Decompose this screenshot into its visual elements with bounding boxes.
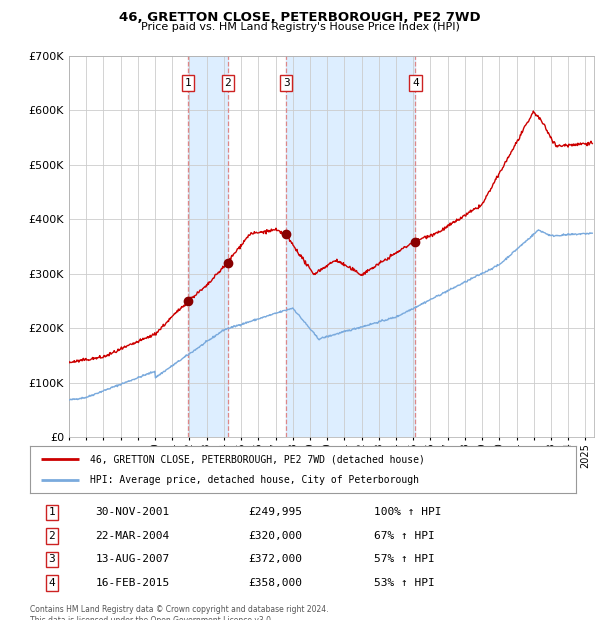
Bar xyxy=(286,56,415,437)
Text: 30-NOV-2001: 30-NOV-2001 xyxy=(95,507,170,518)
Text: 13-AUG-2007: 13-AUG-2007 xyxy=(95,554,170,564)
Text: 53% ↑ HPI: 53% ↑ HPI xyxy=(374,578,435,588)
Text: 1: 1 xyxy=(185,78,191,88)
Text: 2: 2 xyxy=(224,78,231,88)
Text: 3: 3 xyxy=(283,78,290,88)
Text: 46, GRETTON CLOSE, PETERBOROUGH, PE2 7WD (detached house): 46, GRETTON CLOSE, PETERBOROUGH, PE2 7WD… xyxy=(90,454,425,464)
Text: 1: 1 xyxy=(49,507,55,518)
Text: 16-FEB-2015: 16-FEB-2015 xyxy=(95,578,170,588)
Text: 67% ↑ HPI: 67% ↑ HPI xyxy=(374,531,435,541)
Text: 4: 4 xyxy=(49,578,55,588)
Text: 22-MAR-2004: 22-MAR-2004 xyxy=(95,531,170,541)
Text: £249,995: £249,995 xyxy=(248,507,302,518)
Text: 2: 2 xyxy=(49,531,55,541)
Text: £372,000: £372,000 xyxy=(248,554,302,564)
Text: Contains HM Land Registry data © Crown copyright and database right 2024.: Contains HM Land Registry data © Crown c… xyxy=(30,604,329,614)
Text: This data is licensed under the Open Government Licence v3.0.: This data is licensed under the Open Gov… xyxy=(30,616,274,620)
Text: £320,000: £320,000 xyxy=(248,531,302,541)
Text: 4: 4 xyxy=(412,78,419,88)
Bar xyxy=(188,56,228,437)
Text: 46, GRETTON CLOSE, PETERBOROUGH, PE2 7WD: 46, GRETTON CLOSE, PETERBOROUGH, PE2 7WD xyxy=(119,11,481,24)
Text: 100% ↑ HPI: 100% ↑ HPI xyxy=(374,507,442,518)
Text: HPI: Average price, detached house, City of Peterborough: HPI: Average price, detached house, City… xyxy=(90,475,419,485)
Text: 57% ↑ HPI: 57% ↑ HPI xyxy=(374,554,435,564)
Text: £358,000: £358,000 xyxy=(248,578,302,588)
Text: Price paid vs. HM Land Registry's House Price Index (HPI): Price paid vs. HM Land Registry's House … xyxy=(140,22,460,32)
Text: 3: 3 xyxy=(49,554,55,564)
